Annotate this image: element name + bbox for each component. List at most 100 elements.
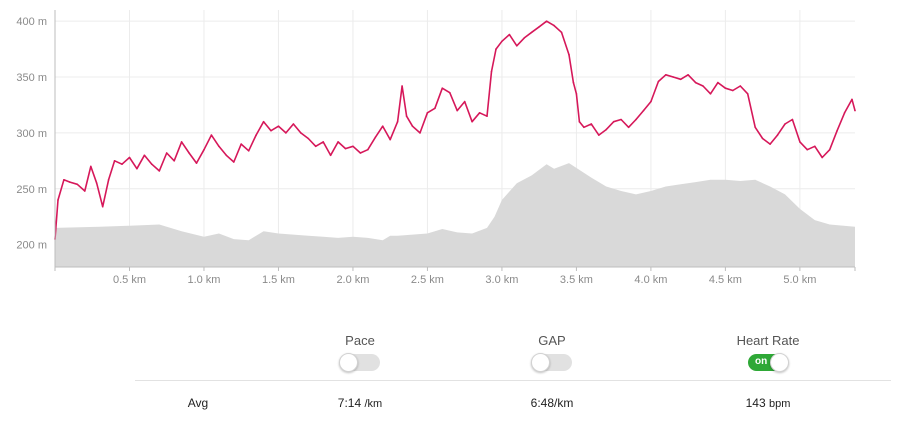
data-point — [553, 24, 555, 27]
data-point — [791, 118, 794, 121]
data-point — [769, 143, 771, 145]
data-point — [158, 170, 161, 172]
y-tick-label: 250 m — [16, 184, 47, 196]
data-point — [367, 148, 369, 151]
x-tick-label: 4.0 km — [634, 274, 667, 286]
x-tick-label: 2.0 km — [336, 274, 369, 286]
data-point — [854, 109, 856, 112]
stats-divider — [135, 380, 891, 381]
data-point — [389, 138, 392, 141]
x-tick-label: 1.0 km — [187, 274, 220, 286]
data-point — [90, 165, 92, 168]
avg-label: Avg — [187, 396, 209, 410]
data-point — [322, 141, 325, 143]
data-point — [300, 132, 302, 134]
data-point — [247, 150, 250, 152]
data-point — [572, 81, 575, 84]
heart-rate-toggle-group: Heart Rate on — [708, 333, 828, 373]
data-point — [717, 81, 719, 84]
data-point — [76, 183, 79, 186]
data-point — [806, 148, 809, 151]
data-point — [262, 120, 265, 123]
data-point — [396, 120, 399, 123]
x-tick-label: 3.0 km — [485, 274, 518, 286]
y-tick-label: 200 m — [16, 240, 47, 252]
data-point — [530, 31, 533, 34]
avg-gap: 6:48/km — [492, 396, 612, 410]
data-point — [210, 134, 213, 136]
data-point — [612, 120, 615, 123]
x-tick-label: 1.5 km — [262, 274, 295, 286]
data-point — [687, 74, 689, 76]
data-point — [501, 40, 503, 43]
data-point — [732, 89, 734, 92]
data-point — [188, 152, 190, 154]
gap-toggle[interactable] — [531, 353, 572, 373]
y-tick-label: 350 m — [16, 72, 47, 84]
data-point — [337, 141, 339, 143]
data-point — [814, 145, 816, 148]
data-point — [240, 143, 242, 145]
data-point — [434, 107, 436, 110]
data-point — [173, 160, 175, 162]
toggle-knob — [770, 353, 789, 373]
data-point — [560, 31, 563, 34]
gap-toggle-label: GAP — [538, 333, 566, 348]
data-point — [851, 98, 853, 101]
elevation-chart: 200 m 250 m 300 m 350 m 400 m 0.5 km 1.0 km 1.5… — [16, 10, 856, 286]
data-point — [642, 109, 645, 112]
data-point — [478, 112, 481, 114]
avg-pace-value: 7:14 — [337, 396, 362, 410]
data-point — [419, 132, 421, 134]
data-point — [635, 118, 637, 121]
data-point — [828, 148, 831, 151]
line-series-layer — [54, 20, 856, 240]
data-point — [495, 48, 497, 50]
data-point — [352, 145, 354, 148]
data-point — [486, 115, 488, 117]
data-point — [590, 123, 593, 125]
data-point — [490, 70, 493, 73]
data-point — [843, 112, 846, 114]
chart-axes — [54, 10, 856, 271]
data-point — [679, 78, 682, 81]
data-point — [516, 45, 518, 47]
data-point — [620, 118, 622, 121]
data-point — [426, 112, 429, 114]
data-point — [143, 154, 146, 157]
toggle-on-text: on — [755, 356, 768, 368]
data-point — [195, 162, 198, 164]
data-point — [702, 85, 704, 87]
data-point — [270, 129, 272, 132]
data-point — [471, 120, 473, 123]
data-point — [538, 26, 540, 28]
avg-gap-value: 6:48/km — [530, 396, 574, 410]
data-point — [218, 145, 220, 148]
pace-toggle[interactable] — [339, 353, 380, 373]
data-point — [508, 33, 511, 36]
gap-toggle-group: GAP — [492, 333, 612, 373]
data-point — [57, 199, 59, 201]
data-point — [411, 125, 414, 127]
data-point — [101, 205, 104, 208]
data-point — [709, 93, 712, 95]
data-point — [724, 87, 727, 89]
x-tick-label: 3.5 km — [560, 274, 593, 286]
pace-toggle-label: Pace — [345, 333, 375, 348]
data-point — [694, 81, 697, 84]
data-point — [107, 179, 110, 181]
data-point — [583, 126, 585, 129]
data-point — [381, 125, 384, 127]
data-point — [463, 100, 466, 103]
pace-toggle-group: Pace — [300, 333, 420, 373]
x-tick-label: 5.0 km — [783, 274, 816, 286]
data-point — [121, 163, 123, 165]
data-point — [627, 126, 630, 129]
data-point — [180, 141, 183, 143]
heart-rate-toggle[interactable]: on — [748, 353, 789, 373]
data-point — [650, 100, 652, 103]
data-point — [523, 37, 526, 39]
avg-pace-unit: /km — [364, 398, 383, 410]
data-point — [449, 91, 451, 94]
area-series-layer — [55, 163, 855, 267]
